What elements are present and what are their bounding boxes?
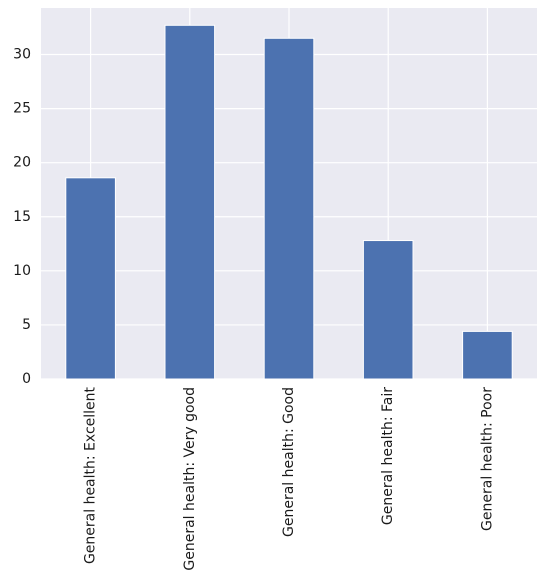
bar (65, 177, 116, 380)
y-tick-label: 25 (13, 101, 31, 117)
x-tick-label: General health: Excellent (83, 386, 99, 564)
bar (362, 240, 414, 380)
y-tick-label: 5 (22, 317, 31, 333)
x-tick-label: General health: Fair (380, 387, 396, 525)
x-tick-label: General health: Very good (182, 387, 198, 571)
y-tick-label: 30 (13, 47, 31, 63)
bars (65, 24, 513, 380)
y-tick-labels: 0 5 10 15 20 25 30 (13, 47, 31, 387)
y-tick-label: 20 (13, 155, 31, 171)
y-tick-label: 15 (13, 209, 31, 225)
bar (164, 24, 216, 380)
y-tick-label: 0 (22, 371, 31, 387)
x-tick-label: General health: Poor (479, 387, 495, 531)
bar (263, 37, 315, 380)
y-tick-label: 10 (13, 263, 31, 279)
x-tick-labels: General health: Excellent General health:… (83, 386, 496, 570)
bar (462, 330, 513, 380)
x-tick-label: General health: Good (281, 387, 297, 537)
